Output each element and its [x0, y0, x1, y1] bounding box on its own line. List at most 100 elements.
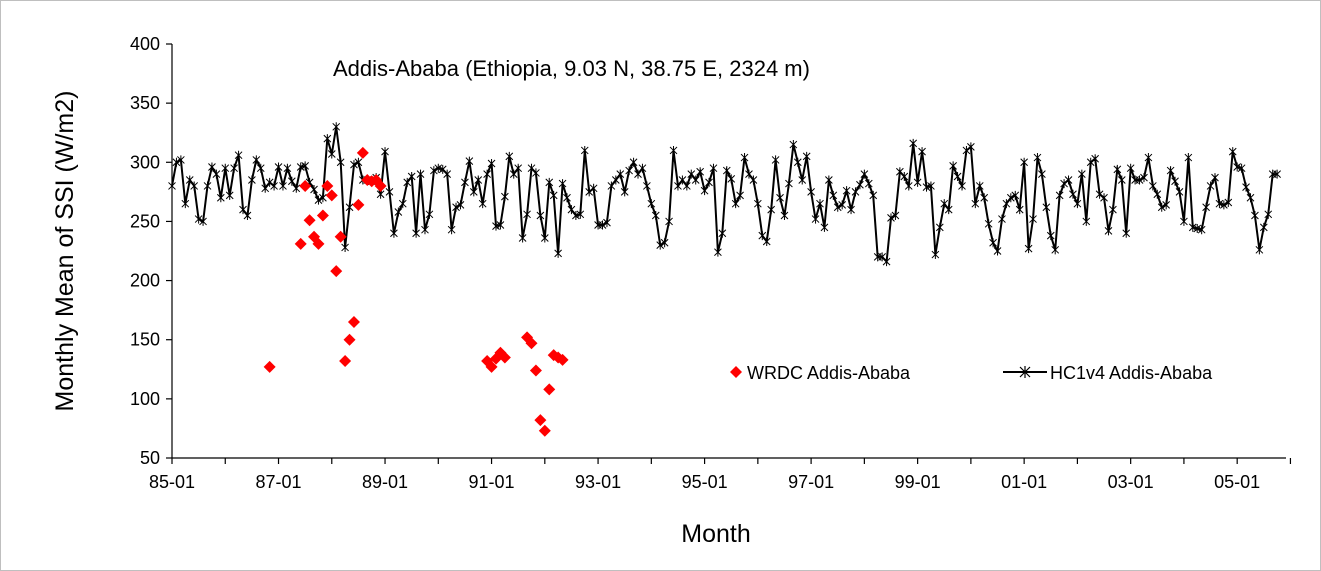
hc1v4-point [1011, 190, 1020, 200]
hc1v4-point [576, 209, 585, 219]
legend-hc1v4-label: HC1v4 Addis-Ababa [1050, 363, 1213, 383]
hc1v4-point [1242, 182, 1250, 192]
hc1v4-point [629, 157, 638, 167]
wrdc-point [538, 424, 551, 437]
hc1v4-point [416, 169, 425, 179]
hc1v4-point [1211, 173, 1219, 183]
hc1v4-point [691, 175, 700, 185]
hc1v4-point [1006, 193, 1015, 203]
hc1v4-point [958, 181, 966, 191]
hc1v4-point [487, 158, 496, 168]
hc1v4-point [975, 181, 984, 191]
hc1v4-point [314, 195, 323, 205]
hc1v4-line [171, 126, 1278, 264]
hc1v4-point [1184, 153, 1193, 163]
hc1v4-point [1140, 173, 1148, 183]
hc1v4-point [1233, 162, 1242, 172]
hc1v4-point [474, 175, 483, 185]
hc1v4-point [549, 190, 558, 200]
hc1v4-point [505, 151, 514, 161]
hc1v4-point [292, 183, 301, 193]
wrdc-point [325, 189, 338, 202]
hc1v4-point [1224, 198, 1233, 208]
hc1v4-point [270, 181, 278, 191]
hc1v4-point [509, 169, 518, 179]
wrdc-point [343, 333, 356, 346]
hc1v4-point [390, 228, 398, 238]
hc1v4-point [727, 174, 736, 184]
hc1v4-point [589, 183, 598, 193]
hc1v4-point [856, 180, 864, 190]
hc1v4-point [194, 214, 203, 224]
hc1v4-point [904, 181, 913, 191]
hc1v4-point [225, 190, 234, 200]
hc1v4-point [634, 169, 642, 179]
hc1v4-point [265, 177, 274, 187]
hc1v4-point [1051, 245, 1060, 255]
legend: WRDC Addis-Ababa HC1v4 Addis-Ababa [730, 363, 1213, 383]
hc1v4-point [665, 216, 673, 226]
hc1v4-point [922, 182, 931, 192]
hc1v4-point [1113, 164, 1122, 174]
hc1v4-point [603, 218, 611, 228]
hc1v4-point [1109, 205, 1117, 215]
hc1v4-point [1153, 189, 1162, 199]
hc1v4-point [825, 175, 833, 185]
wrdc-point [498, 351, 511, 364]
hc1v4-point [900, 171, 909, 181]
x-tick-label: 97-01 [788, 472, 834, 492]
hc1v4-point [678, 175, 687, 185]
hc1v4-series [168, 122, 1281, 267]
hc1v4-point [483, 169, 491, 179]
hc1v4-point [842, 186, 851, 196]
hc1v4-point [931, 250, 940, 260]
hc1v4-point [722, 166, 731, 176]
hc1v4-point [625, 166, 633, 176]
hc1v4-point [771, 155, 780, 165]
hc1v4-point [1259, 222, 1268, 232]
hc1v4-point [1193, 224, 1202, 234]
hc1v4-point [913, 177, 922, 187]
hc1v4-point [984, 219, 993, 229]
hc1v4-point [385, 187, 394, 197]
wrdc-point [321, 179, 334, 192]
hc1v4-point [478, 199, 487, 209]
hc1v4-point [532, 168, 540, 178]
hc1v4-point [239, 205, 247, 215]
hc1v4-point [434, 163, 443, 173]
hc1v4-point [638, 163, 647, 173]
hc1v4-point [212, 169, 221, 179]
x-tick-label: 01-01 [1001, 472, 1047, 492]
wrdc-point [543, 383, 556, 396]
hc1v4-point [940, 199, 949, 209]
hc1v4-point [430, 166, 438, 176]
hc1v4-point [230, 163, 238, 173]
wrdc-point [303, 214, 316, 227]
wrdc-point [330, 265, 343, 278]
hc1v4-point [1122, 228, 1131, 238]
hc1v4-point [682, 181, 691, 191]
x-axis-title: Month [681, 520, 750, 548]
hc1v4-point [558, 179, 567, 189]
hc1v4-point [967, 142, 975, 152]
hc1v4-point [563, 193, 571, 203]
hc1v4-point [456, 200, 465, 210]
hc1v4-point [1157, 202, 1166, 212]
wrdc-point [352, 198, 365, 211]
hc1v4-point [1175, 187, 1184, 197]
hc1v4-point [1038, 169, 1046, 179]
hc1v4-point [887, 213, 895, 223]
y-tick-label: 400 [130, 34, 160, 54]
hc1v4-point [407, 171, 416, 181]
hc1v4-point [514, 163, 523, 173]
hc1v4-point [421, 225, 429, 235]
wrdc-point [347, 315, 360, 328]
hc1v4-point [998, 214, 1006, 224]
hc1v4-point [860, 169, 869, 179]
legend-wrdc-marker [730, 366, 742, 378]
hc1v4-point [1215, 199, 1224, 209]
hc1v4-point [540, 233, 549, 243]
hc1v4-point [168, 181, 176, 191]
hc1v4-point [256, 163, 265, 173]
hc1v4-point [310, 184, 318, 194]
